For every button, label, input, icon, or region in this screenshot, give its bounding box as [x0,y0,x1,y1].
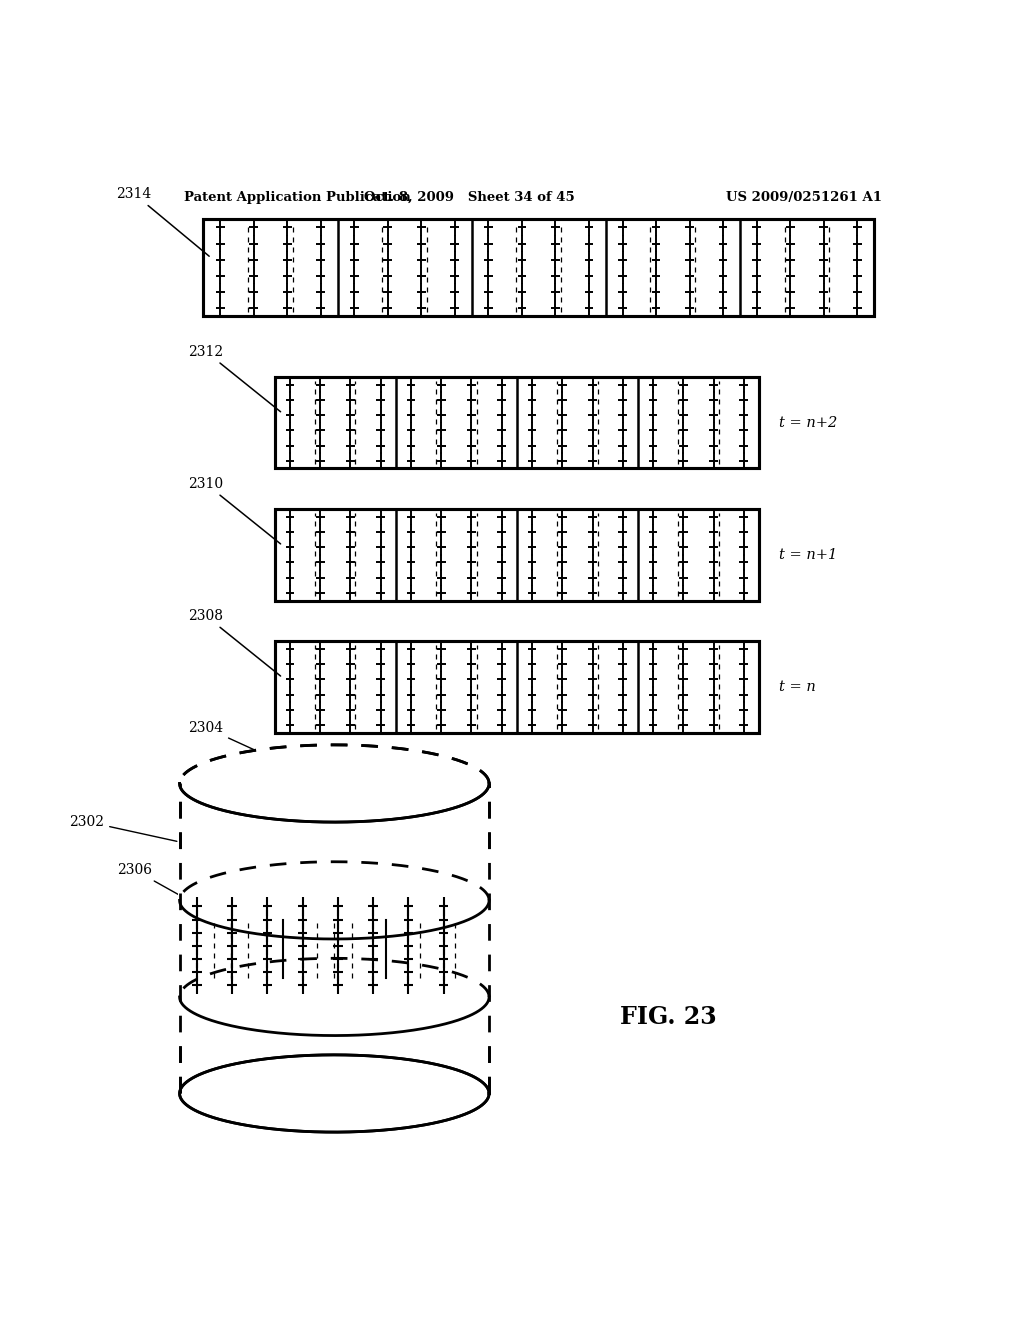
Text: 2302: 2302 [70,814,177,841]
Bar [274,642,759,733]
Text: t = n+1: t = n+1 [778,548,837,562]
Bar [274,510,759,601]
Polygon shape [179,744,489,822]
Bar [274,510,759,601]
Bar [274,642,759,733]
Text: Patent Application Publication: Patent Application Publication [183,191,411,203]
Text: Oct. 8, 2009   Sheet 34 of 45: Oct. 8, 2009 Sheet 34 of 45 [364,191,574,203]
Bar [274,378,759,469]
Text: FIG. 23: FIG. 23 [620,1006,717,1030]
Text: 2310: 2310 [188,477,281,544]
Text: 2308: 2308 [188,609,281,676]
Text: 2304: 2304 [188,721,300,771]
Text: 2312: 2312 [188,345,281,412]
Text: t = n: t = n [778,680,815,694]
Bar [204,219,873,315]
Text: 2306: 2306 [117,863,201,907]
Text: t = n+2: t = n+2 [778,416,837,430]
Text: US 2009/0251261 A1: US 2009/0251261 A1 [726,191,882,203]
Bar [274,378,759,469]
Bar [204,219,873,315]
Polygon shape [179,1055,489,1133]
Text: 2314: 2314 [117,187,209,256]
Bar [178,862,490,1036]
